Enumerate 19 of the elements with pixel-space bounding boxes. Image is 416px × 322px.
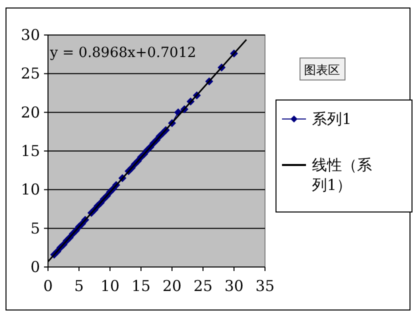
legend-label: 线性（系列1） xyxy=(312,156,372,194)
x-tick-label: 30 xyxy=(224,277,244,295)
y-tick-label: 30 xyxy=(20,26,40,44)
x-tick-label: 10 xyxy=(100,277,120,295)
x-tick-label: 0 xyxy=(43,277,53,295)
x-tick-label: 5 xyxy=(74,277,84,295)
y-tick-label: 0 xyxy=(30,258,40,276)
y-tick-label: 20 xyxy=(20,103,40,122)
y-tick-label: 25 xyxy=(20,64,40,83)
y-tick-label: 5 xyxy=(30,219,40,238)
x-tick-label: 20 xyxy=(162,277,182,295)
y-tick-label: 15 xyxy=(20,142,40,160)
x-tick-label: 25 xyxy=(193,277,213,295)
legend-label: 系列1 xyxy=(312,110,352,128)
annotation: y = 0.8968x+0.7012 xyxy=(49,45,196,61)
x-tick-label: 35 xyxy=(255,277,275,295)
text: 图表区 xyxy=(304,63,340,77)
x-tick-label: 15 xyxy=(131,277,151,295)
y-tick-label: 10 xyxy=(20,180,40,199)
